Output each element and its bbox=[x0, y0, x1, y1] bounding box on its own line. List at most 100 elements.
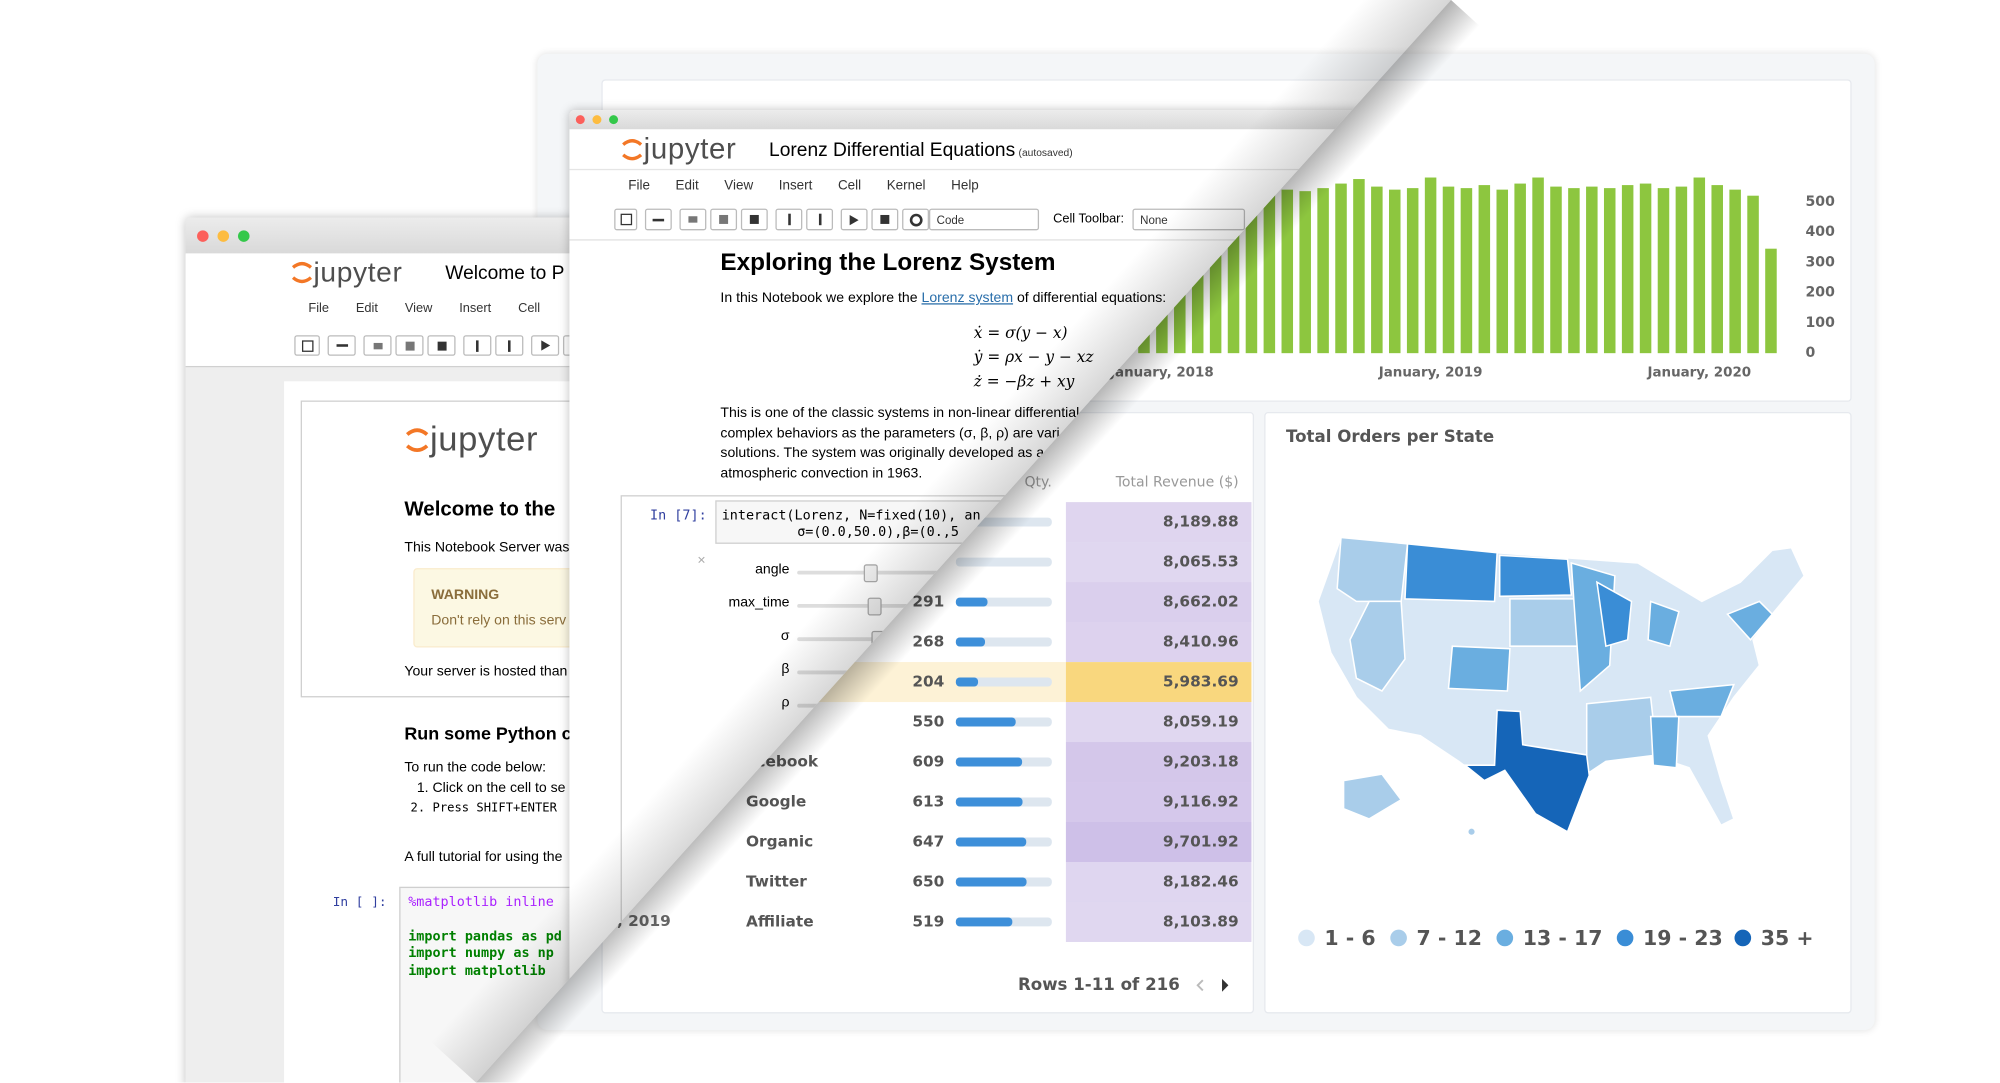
legend-swatch bbox=[1390, 929, 1407, 947]
row-label: Organic bbox=[746, 832, 813, 850]
page-logo-text: jupyter bbox=[429, 419, 539, 459]
fold-curl bbox=[422, 0, 1452, 1083]
legend-label: 7 - 12 bbox=[1417, 926, 1482, 950]
zoom-button[interactable] bbox=[238, 230, 250, 242]
menu-item[interactable]: Insert bbox=[459, 301, 492, 317]
prev-page[interactable] bbox=[1196, 979, 1204, 992]
notebook-title[interactable]: Lorenz Differential Equations bbox=[769, 139, 1016, 162]
move-up-button[interactable] bbox=[775, 208, 803, 231]
menu-item[interactable]: Edit bbox=[355, 301, 378, 317]
bar bbox=[1586, 186, 1598, 354]
close-output[interactable]: × bbox=[697, 552, 706, 569]
menu-item[interactable]: Kernel bbox=[886, 177, 926, 194]
move-down-button[interactable] bbox=[806, 208, 834, 231]
state-group bbox=[1349, 600, 1406, 692]
input-prompt: In [ ]: bbox=[332, 895, 387, 910]
qty-value: 550 bbox=[912, 713, 944, 731]
legend-label: 13 - 17 bbox=[1523, 926, 1603, 950]
state-group bbox=[1647, 600, 1680, 648]
cut-button[interactable] bbox=[679, 208, 707, 231]
menu-item[interactable]: Edit bbox=[675, 177, 699, 194]
state-group bbox=[1726, 600, 1774, 641]
bar bbox=[1693, 177, 1706, 354]
stop-button[interactable] bbox=[871, 208, 899, 231]
table-footer: Rows 1-11 of 216 bbox=[1018, 975, 1180, 994]
revenue-cell bbox=[1065, 862, 1252, 902]
qty-bar bbox=[955, 797, 1023, 807]
hosted-text: Your server is hosted than bbox=[404, 664, 568, 680]
qty-value: 650 bbox=[912, 872, 944, 890]
qty-bar bbox=[955, 637, 986, 647]
warning-text: Don't rely on this serv bbox=[431, 612, 567, 629]
bar bbox=[1621, 185, 1634, 354]
qty-value: 609 bbox=[912, 753, 944, 771]
next-page[interactable] bbox=[1222, 978, 1229, 992]
move-up-button[interactable] bbox=[463, 335, 492, 356]
cut-button[interactable] bbox=[363, 335, 392, 356]
bar bbox=[1353, 179, 1365, 354]
bar bbox=[1424, 177, 1437, 354]
jupyter-logo[interactable]: jupyter bbox=[621, 132, 737, 167]
save-button[interactable] bbox=[614, 208, 638, 231]
bar bbox=[1675, 186, 1688, 354]
lorenz-link[interactable]: Lorenz system bbox=[921, 290, 1014, 306]
bar bbox=[1389, 189, 1401, 354]
menu-item[interactable]: Help bbox=[951, 177, 979, 194]
fold-shadow-strip bbox=[476, 0, 1480, 1083]
paste-button[interactable] bbox=[740, 208, 768, 231]
revenue-cell bbox=[1065, 662, 1252, 703]
notebook-title[interactable]: Welcome to P bbox=[445, 262, 565, 285]
qty-bar bbox=[955, 677, 979, 687]
menu-item[interactable]: View bbox=[404, 301, 433, 317]
widget-label: max_time bbox=[728, 595, 790, 611]
menu-item[interactable]: File bbox=[628, 177, 650, 194]
close-button[interactable] bbox=[197, 230, 209, 242]
step-item: Click on the cell to se bbox=[433, 778, 566, 798]
minimize-button[interactable] bbox=[592, 115, 602, 125]
run-button[interactable] bbox=[840, 208, 868, 231]
bar bbox=[1532, 177, 1544, 354]
copy-button[interactable] bbox=[710, 208, 738, 231]
run-button[interactable] bbox=[531, 335, 560, 356]
bar bbox=[1263, 185, 1276, 354]
bar bbox=[1371, 186, 1383, 354]
toolbar bbox=[294, 335, 595, 356]
toolbar bbox=[614, 208, 933, 231]
menu-item[interactable]: View bbox=[724, 177, 754, 194]
cell-type-select[interactable]: Code bbox=[928, 208, 1040, 231]
state-group bbox=[1668, 683, 1736, 718]
move-down-button[interactable] bbox=[495, 335, 524, 356]
menu-bar: File Edit View Insert Cell Kernel Help bbox=[628, 178, 1004, 193]
menu-item[interactable]: Cell bbox=[837, 177, 862, 194]
bar bbox=[1496, 189, 1509, 354]
minimize-button[interactable] bbox=[217, 230, 230, 242]
insert-button[interactable] bbox=[644, 208, 672, 231]
insert-button[interactable] bbox=[327, 335, 356, 356]
legend-swatch bbox=[1616, 929, 1634, 947]
texas bbox=[1462, 709, 1591, 833]
hawaii bbox=[1466, 827, 1477, 837]
close-button[interactable] bbox=[575, 115, 585, 125]
menu-item[interactable]: Cell bbox=[518, 301, 541, 317]
jupyter-logo[interactable]: jupyter bbox=[290, 256, 402, 289]
revenue-value: 9,203.18 bbox=[1163, 753, 1239, 771]
revenue-value: 9,701.92 bbox=[1163, 832, 1239, 850]
revenue-value: 8,065.53 bbox=[1163, 553, 1239, 571]
bar bbox=[1639, 183, 1652, 354]
bar bbox=[1335, 183, 1347, 354]
revenue-cell bbox=[1065, 582, 1252, 623]
restart-button[interactable] bbox=[902, 208, 929, 231]
save-button[interactable] bbox=[294, 335, 320, 356]
intro-text: In this Notebook we explore the bbox=[720, 290, 922, 306]
copy-button[interactable] bbox=[395, 335, 424, 356]
menu-item[interactable]: Insert bbox=[778, 177, 813, 194]
state-group bbox=[1649, 715, 1680, 769]
menu-item[interactable]: File bbox=[308, 301, 330, 317]
map-title: Total Orders per State bbox=[1286, 427, 1494, 446]
zoom-button[interactable] bbox=[609, 115, 619, 125]
legend-swatch bbox=[1496, 929, 1514, 947]
paste-button[interactable] bbox=[427, 335, 456, 356]
bar bbox=[1729, 189, 1741, 354]
